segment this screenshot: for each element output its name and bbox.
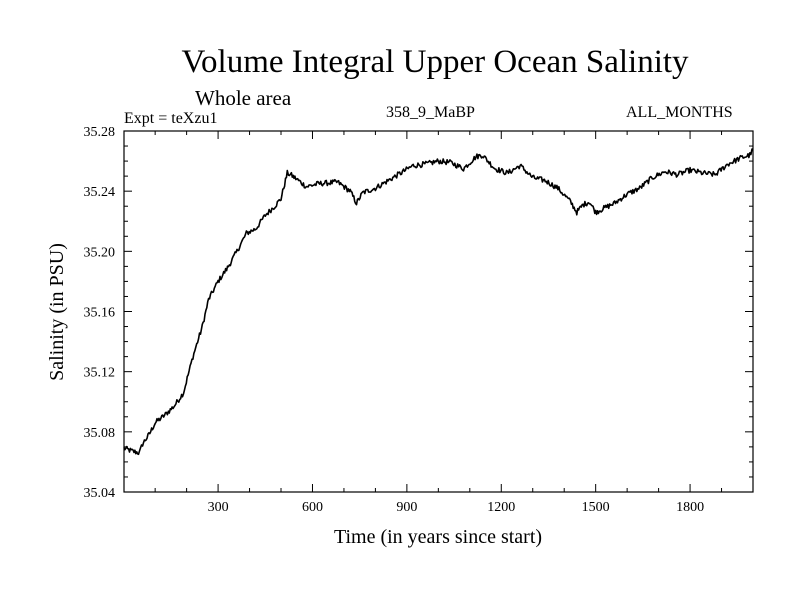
- x-axis-title: Time (in years since start): [334, 526, 542, 548]
- x-tick-labels: 300 600 900 1200 1500 1800: [208, 500, 704, 515]
- y-tick-label: 35.08: [84, 426, 116, 441]
- chart-title: Volume Integral Upper Ocean Salinity: [181, 44, 689, 80]
- months-label: ALL_MONTHS: [626, 104, 733, 121]
- x-tick-label: 600: [302, 500, 323, 515]
- x-tick-label: 300: [208, 500, 229, 515]
- experiment-label: Expt = teXzu1: [124, 110, 218, 127]
- axis-ticks: [124, 130, 753, 493]
- y-tick-label: 35.16: [84, 306, 116, 321]
- y-axis-title: Salinity (in PSU): [46, 243, 68, 381]
- x-tick-label: 1500: [582, 500, 610, 515]
- y-tick-labels: 35.04 35.08 35.12 35.16 35.20 35.24 35.28: [84, 125, 116, 501]
- x-tick-label: 1800: [676, 500, 704, 515]
- x-tick-label: 900: [396, 500, 417, 515]
- y-tick-label: 35.04: [84, 486, 116, 501]
- y-tick-label: 35.24: [84, 185, 116, 200]
- x-tick-label: 1200: [487, 500, 515, 515]
- plot-frame: [123, 130, 754, 493]
- y-tick-label: 35.12: [84, 366, 116, 381]
- series-line-salinity: [123, 148, 754, 456]
- series-group: [123, 148, 754, 456]
- case-id-label: 358_9_MaBP: [386, 104, 475, 121]
- y-tick-label: 35.20: [84, 245, 116, 260]
- y-tick-label: 35.28: [84, 125, 116, 140]
- chart-subtitle: Whole area: [195, 86, 292, 110]
